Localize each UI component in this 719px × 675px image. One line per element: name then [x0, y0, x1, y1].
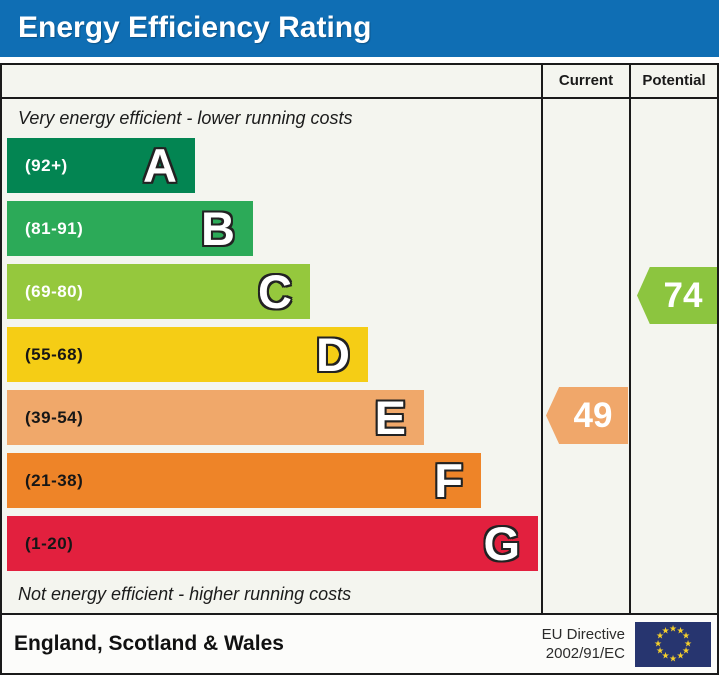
band-d-letter: D [316, 328, 350, 381]
eu-flag-star: ★ [668, 653, 678, 663]
region-label: England, Scotland & Wales [14, 632, 284, 655]
band-c-letter: C [258, 265, 292, 318]
band-g-range: (1-20) [25, 533, 74, 553]
band-e-letter: E [374, 391, 406, 444]
table-body-row: Very energy efficient - lower running co… [2, 99, 717, 613]
rating-table: Current Potential Very energy efficient … [0, 63, 719, 675]
band-b-range: (81-91) [25, 218, 84, 238]
page-title-bar: Energy Efficiency Rating [0, 0, 719, 57]
current-rating-value: 49 [573, 395, 613, 435]
band-d-range: (55-68) [25, 344, 84, 364]
current-column: 49 [541, 99, 629, 613]
band-e: (39-54) E [7, 390, 424, 445]
band-c: (69-80) C [7, 264, 310, 319]
eu-directive-line2: 2002/91/EC [545, 645, 625, 662]
potential-rating-value: 74 [663, 275, 703, 315]
eu-flag-star: ★ [676, 625, 685, 635]
eu-flag: ★ ★ ★ ★ ★ ★ ★ ★ ★ ★ ★ ★ [635, 621, 711, 667]
column-header-potential: Potential [629, 65, 717, 97]
caption-very-efficient: Very energy efficient - lower running co… [18, 108, 353, 128]
table-footer-row: England, Scotland & Wales EU Directive 2… [2, 613, 717, 673]
eu-flag-star: ★ [676, 650, 685, 661]
header-spacer-cell [2, 65, 541, 97]
eu-flag-star: ★ [661, 650, 670, 661]
eu-flag-star: ★ [655, 645, 665, 656]
potential-rating-arrow: 74 [637, 267, 717, 324]
eu-directive-label: EU Directive 2002/91/EC [542, 625, 625, 663]
band-c-range: (69-80) [25, 281, 84, 301]
band-list: (92+) A (81-91) B (69-80) C (55-68) D [2, 138, 541, 571]
band-a: (92+) A [7, 138, 195, 193]
band-b: (81-91) B [7, 201, 253, 256]
eu-flag-star: ★ [681, 630, 691, 641]
page-title: Energy Efficiency Rating [18, 11, 372, 44]
band-e-range: (39-54) [25, 407, 84, 427]
band-d: (55-68) D [7, 327, 368, 382]
eu-flag-star: ★ [653, 638, 663, 648]
column-header-current: Current [541, 65, 629, 97]
band-f-letter: F [434, 454, 463, 507]
caption-not-efficient: Not energy efficient - higher running co… [18, 584, 352, 604]
band-f-range: (21-38) [25, 470, 84, 490]
eu-flag-star: ★ [668, 623, 678, 633]
bands-area: Very energy efficient - lower running co… [2, 99, 541, 613]
current-rating-arrow: 49 [546, 387, 628, 444]
potential-column: 74 [629, 99, 717, 613]
band-f: (21-38) F [7, 453, 481, 508]
eu-directive-line1: EU Directive [541, 626, 625, 643]
band-a-range: (92+) [25, 155, 68, 175]
band-a-letter: A [143, 139, 177, 192]
band-g-letter: G [483, 517, 520, 570]
eu-flag-star: ★ [655, 630, 665, 641]
eu-flag-star: ★ [683, 638, 693, 648]
eu-flag-star: ★ [661, 625, 670, 635]
table-header-row: Current Potential [2, 65, 717, 99]
band-b-letter: B [201, 202, 235, 255]
eu-flag-star: ★ [681, 645, 691, 656]
band-g: (1-20) G [7, 516, 538, 571]
